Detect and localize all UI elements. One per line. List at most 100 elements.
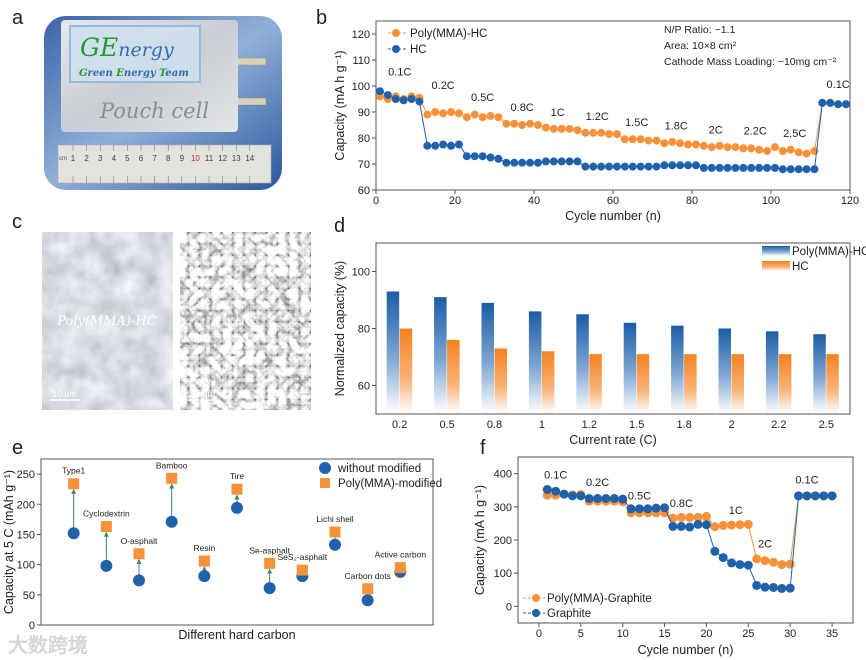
data-point: [768, 557, 778, 567]
data-point: [533, 121, 542, 129]
data-point: [723, 143, 732, 152]
data-point: [786, 145, 795, 154]
data-point: [660, 503, 670, 513]
data-point: [581, 128, 590, 137]
legend-label: HC: [410, 44, 427, 56]
bar-hc: [589, 354, 602, 413]
data-point: [684, 161, 693, 170]
data-point: [415, 97, 424, 106]
data-point: [743, 519, 753, 529]
data-point: [718, 553, 728, 563]
data-point: [557, 124, 566, 133]
data-point: [612, 162, 621, 171]
data-point: [739, 144, 748, 153]
data-point: [559, 489, 569, 499]
annotation-text: Cathode Mass Loading: ~10mg cm⁻²: [664, 56, 837, 68]
ruler-scale: cm 1 2 3 4 5 6 7 8 9 10 11 12 13 14: [59, 145, 255, 183]
data-point: [715, 141, 724, 150]
category-label: O-asphalt: [121, 536, 158, 546]
data-point: [494, 154, 503, 163]
x-axis-title: Cycle number (n): [565, 209, 661, 223]
data-point: [620, 135, 629, 144]
data-point: [423, 110, 432, 119]
data-point: [486, 153, 495, 162]
data-point: [701, 520, 711, 530]
data-point: [549, 157, 558, 166]
data-point: [462, 152, 471, 161]
category-label: Bamboo: [156, 460, 188, 470]
annotation-text: Area: 10×8 cm²: [664, 40, 737, 52]
panel-label-a: a: [12, 7, 24, 29]
rate-label: 0.1C: [544, 470, 567, 482]
data-point: [710, 522, 720, 532]
data-point: [478, 113, 487, 122]
data-point: [518, 121, 527, 129]
data-point: [685, 522, 695, 532]
y-tick-label: 100: [352, 81, 370, 93]
data-point: [777, 583, 787, 593]
genergy-logo: GEnergy: [80, 33, 174, 62]
category-label: Lichi shell: [316, 514, 353, 524]
data-point: [510, 158, 519, 167]
data-point: [565, 157, 574, 166]
x-tick-label: 1.8: [676, 419, 691, 431]
y-tick-label: 120: [352, 29, 370, 41]
point-without-modified: [263, 582, 276, 595]
data-point: [778, 147, 787, 155]
data-point: [644, 162, 653, 171]
data-point: [786, 165, 795, 174]
data-point: [557, 157, 566, 166]
point-poly-mma-modified: [362, 583, 374, 595]
data-point: [462, 113, 471, 122]
ruler-number: 14: [245, 154, 254, 163]
rate-label: 2.2C: [744, 126, 767, 138]
x-tick-label: 35: [826, 628, 838, 640]
point-poly-mma-modified: [68, 478, 80, 490]
data-point: [660, 161, 669, 170]
data-point: [620, 162, 629, 171]
x-tick-label: 2.5: [819, 419, 834, 431]
data-point: [439, 109, 448, 118]
x-tick-label: 40: [528, 195, 540, 207]
ruler-number: 9: [180, 154, 185, 163]
data-point: [684, 140, 693, 149]
y-tick-label: 300: [494, 502, 512, 514]
data-point: [826, 98, 835, 107]
ruler-number: 7: [152, 154, 157, 163]
data-point: [770, 163, 779, 172]
data-point: [549, 124, 558, 133]
data-point: [668, 521, 678, 531]
tab-top: [235, 57, 267, 66]
chart-b-rate-performance-pouch: 60 70 80 90 100 110 120 0 20 40 60 80 100 120 Cycle nu…: [333, 20, 859, 223]
data-point: [752, 580, 762, 590]
x-tick-label: 15: [658, 628, 670, 640]
x-tick-label: 0.5: [439, 419, 454, 431]
data-point: [541, 157, 550, 166]
legend-swatch: [762, 261, 790, 271]
sem-label-left: Poly(MMA)-HC: [56, 314, 156, 329]
data-point: [375, 87, 384, 96]
x-tick-label: 0.2: [392, 419, 407, 431]
panel-label-e: e: [12, 437, 23, 459]
bar-poly-mma-hc: [434, 297, 447, 413]
legend-swatch: [762, 246, 790, 256]
sem-texture-left: [42, 232, 173, 410]
ruler-number: 2: [84, 154, 89, 163]
data-point: [802, 165, 811, 174]
data-point: [727, 558, 737, 568]
ruler-number: 12: [218, 154, 227, 163]
point-without-modified: [67, 527, 80, 540]
y-tick-label: 150: [17, 529, 35, 541]
data-point: [707, 143, 716, 152]
point-poly-mma-modified: [166, 472, 178, 484]
data-point: [573, 126, 582, 135]
point-poly-mma-modified: [329, 526, 341, 538]
data-point: [573, 157, 582, 166]
data-point: [431, 141, 440, 150]
data-point: [605, 162, 614, 171]
chart-f-graphite-rate: 0 100 200 300 400 0 5 10 15 20 25 30 35 Cycle number …: [473, 456, 854, 657]
legend-label: Poly(MMA)-modified: [338, 478, 442, 490]
data-point: [794, 148, 803, 157]
ruler-number: 5: [125, 154, 130, 163]
